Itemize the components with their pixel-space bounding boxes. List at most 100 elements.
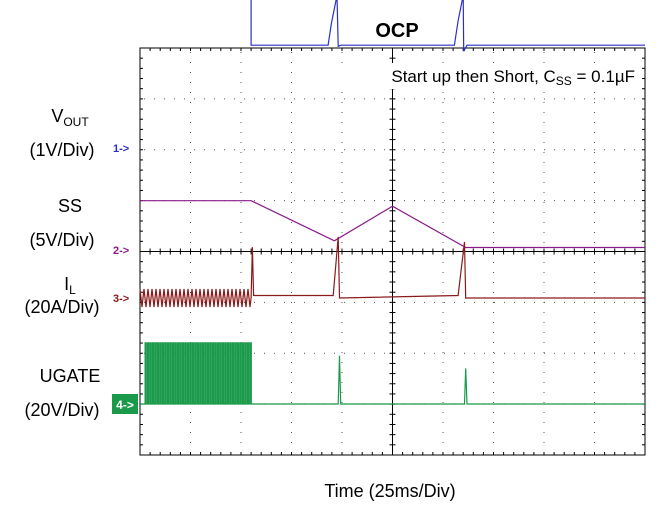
grid-dot [424, 200, 425, 202]
grid-dot [442, 262, 444, 263]
grid-dot [442, 212, 444, 213]
grid-dot [314, 200, 315, 202]
grid-dot [190, 72, 191, 73]
grid-dot [442, 102, 444, 103]
grid-dot [543, 352, 545, 353]
grid-dot [543, 202, 545, 203]
grid-dot [584, 98, 585, 100]
grid-dot [543, 192, 545, 193]
grid-dot [493, 402, 494, 403]
grid-dot [404, 149, 405, 151]
grid-dot [554, 200, 555, 202]
grid-dot [341, 352, 343, 353]
grid-dot [543, 382, 545, 383]
grid-dot [190, 122, 191, 123]
grid-dot [442, 332, 444, 333]
grid-dot [314, 98, 315, 100]
grid-dot [424, 301, 425, 303]
grid-dot [341, 62, 343, 63]
grid-dot [474, 98, 475, 100]
grid-dot [190, 232, 191, 233]
grid-dot [254, 98, 255, 100]
grid-dot [594, 372, 595, 373]
grid-dot [493, 102, 494, 103]
grid-dot [554, 352, 555, 354]
grid-dot [493, 322, 494, 323]
grid-dot [493, 292, 494, 293]
grid-dot [291, 222, 292, 223]
grid-dot [543, 132, 545, 133]
grid-dot [534, 98, 535, 100]
channel-label-ugate: UGATE [40, 366, 101, 386]
grid-dot [493, 392, 494, 393]
grid-dot [341, 362, 343, 363]
grid-dot [291, 72, 292, 73]
grid-dot [442, 202, 444, 203]
grid-dot [493, 122, 494, 123]
grid-dot [524, 98, 525, 100]
grid-dot [594, 98, 595, 100]
grid-dot [424, 149, 425, 151]
grid-dot [594, 232, 595, 233]
grid-dot [404, 301, 405, 303]
grid-dot [414, 301, 415, 303]
grid-dot [434, 301, 435, 303]
grid-dot [574, 352, 575, 354]
grid-dot [543, 332, 545, 333]
grid-dot [240, 442, 242, 443]
grid-dot [404, 200, 405, 202]
grid-dot [543, 362, 545, 363]
grid-dot [493, 132, 494, 133]
grid-dot [244, 98, 245, 100]
grid-dot [594, 312, 595, 313]
grid-dot [442, 92, 444, 93]
grid-dot [493, 332, 494, 333]
grid-dot [291, 232, 292, 233]
grid-dot [364, 200, 365, 202]
grid-dot [574, 200, 575, 202]
grid-dot [543, 222, 545, 223]
grid-dot [493, 372, 494, 373]
grid-dot [474, 149, 475, 151]
channel-scale-vout: (1V/Div) [29, 140, 94, 160]
grid-dot [291, 422, 292, 423]
grid-dot [291, 82, 292, 83]
grid-dot [274, 200, 275, 202]
grid-dot [344, 98, 345, 100]
grid-dot [594, 222, 595, 223]
grid-dot [240, 102, 242, 103]
grid-dot [190, 92, 191, 93]
grid-dot [404, 98, 405, 100]
grid-dot [190, 442, 191, 443]
grid-dot [341, 382, 343, 383]
grid-dot [424, 352, 425, 354]
grid-dot [190, 222, 191, 223]
grid-dot [291, 152, 292, 153]
grid-dot [493, 172, 494, 173]
grid-dot [164, 149, 165, 151]
grid-dot [240, 292, 242, 293]
grid-dot [494, 301, 495, 303]
grid-dot [341, 172, 343, 173]
grid-dot [144, 301, 145, 303]
grid-dot [264, 200, 265, 202]
grid-dot [291, 282, 292, 283]
plot-grid [139, 47, 646, 456]
grid-dot [341, 192, 343, 193]
grid-dot [240, 122, 242, 123]
grid-dot [493, 162, 494, 163]
grid-dot [554, 149, 555, 151]
grid-dot [291, 192, 292, 193]
grid-dot [554, 301, 555, 303]
grid-dot [294, 352, 295, 354]
traces [139, 0, 645, 405]
grid-dot [291, 132, 292, 133]
grid-dot [493, 442, 494, 443]
grid-dot [240, 142, 242, 143]
grid-dot [284, 200, 285, 202]
channel-labels: VOUT (1V/Div) 1-> SS (5V/Div) 2-> IL(20A/Div) 3… [24, 106, 138, 420]
grid-dot [341, 372, 343, 373]
grid-dot [594, 142, 595, 143]
grid-dot [543, 282, 545, 283]
grid-dot [291, 352, 292, 353]
